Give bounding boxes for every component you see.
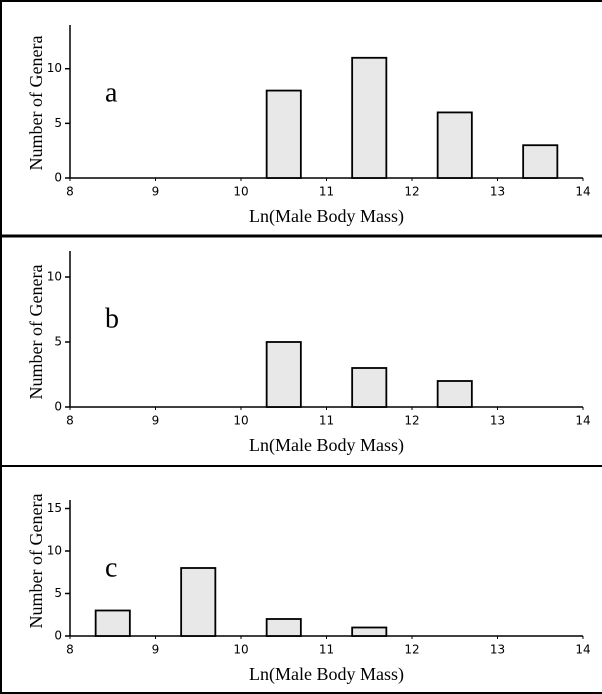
x-axis-label: Ln(Male Body Mass) bbox=[249, 435, 404, 456]
x-tick-label: 12 bbox=[404, 414, 419, 428]
x-tick-label: 14 bbox=[575, 414, 590, 428]
x-tick-label: 14 bbox=[575, 185, 590, 199]
bar bbox=[265, 341, 302, 408]
x-tick-label: 12 bbox=[404, 643, 419, 657]
x-tick-label: 11 bbox=[319, 185, 334, 199]
y-axis-label: Number of Genera bbox=[26, 265, 46, 400]
x-axis-label: Ln(Male Body Mass) bbox=[249, 664, 404, 685]
x-tick-label: 10 bbox=[233, 414, 248, 428]
y-tick-label: 0 bbox=[54, 171, 62, 185]
x-tick-label: 11 bbox=[319, 414, 334, 428]
y-tick-label: 10 bbox=[47, 61, 62, 75]
bar bbox=[436, 380, 473, 408]
bar bbox=[351, 56, 388, 179]
bar bbox=[94, 609, 131, 637]
x-tick-label: 8 bbox=[66, 643, 74, 657]
y-axis-label: Number of Genera bbox=[26, 494, 46, 629]
panel-label: c bbox=[105, 552, 117, 583]
y-tick-label: 5 bbox=[54, 335, 62, 349]
y-tick-label: 10 bbox=[47, 544, 62, 558]
x-tick-label: 8 bbox=[66, 185, 74, 199]
y-tick-label: 10 bbox=[47, 270, 62, 284]
y-tick-label: 5 bbox=[54, 116, 62, 130]
x-tick-label: 13 bbox=[490, 643, 505, 657]
y-tick-label: 15 bbox=[47, 501, 62, 515]
x-tick-label: 14 bbox=[575, 643, 590, 657]
y-tick-label: 0 bbox=[54, 400, 62, 414]
bar bbox=[351, 626, 388, 637]
x-tick-label: 9 bbox=[152, 414, 160, 428]
bar bbox=[265, 89, 302, 179]
y-tick-label: 5 bbox=[54, 586, 62, 600]
x-tick-label: 10 bbox=[233, 643, 248, 657]
bar bbox=[522, 144, 559, 179]
y-axis-label: Number of Genera bbox=[26, 36, 46, 171]
bar bbox=[436, 111, 473, 179]
panel-label: b bbox=[105, 303, 119, 334]
x-tick-label: 8 bbox=[66, 414, 74, 428]
x-tick-label: 11 bbox=[319, 643, 334, 657]
x-tick-label: 10 bbox=[233, 185, 248, 199]
x-axis-label: Ln(Male Body Mass) bbox=[249, 206, 404, 227]
x-tick-label: 9 bbox=[152, 185, 160, 199]
y-tick-label: 0 bbox=[54, 629, 62, 643]
bar bbox=[351, 367, 388, 408]
x-tick-label: 13 bbox=[490, 185, 505, 199]
bar bbox=[180, 567, 217, 637]
x-tick-label: 12 bbox=[404, 185, 419, 199]
panel-label: a bbox=[105, 77, 118, 108]
bar bbox=[265, 618, 302, 637]
x-tick-label: 13 bbox=[490, 414, 505, 428]
x-tick-label: 9 bbox=[152, 643, 160, 657]
